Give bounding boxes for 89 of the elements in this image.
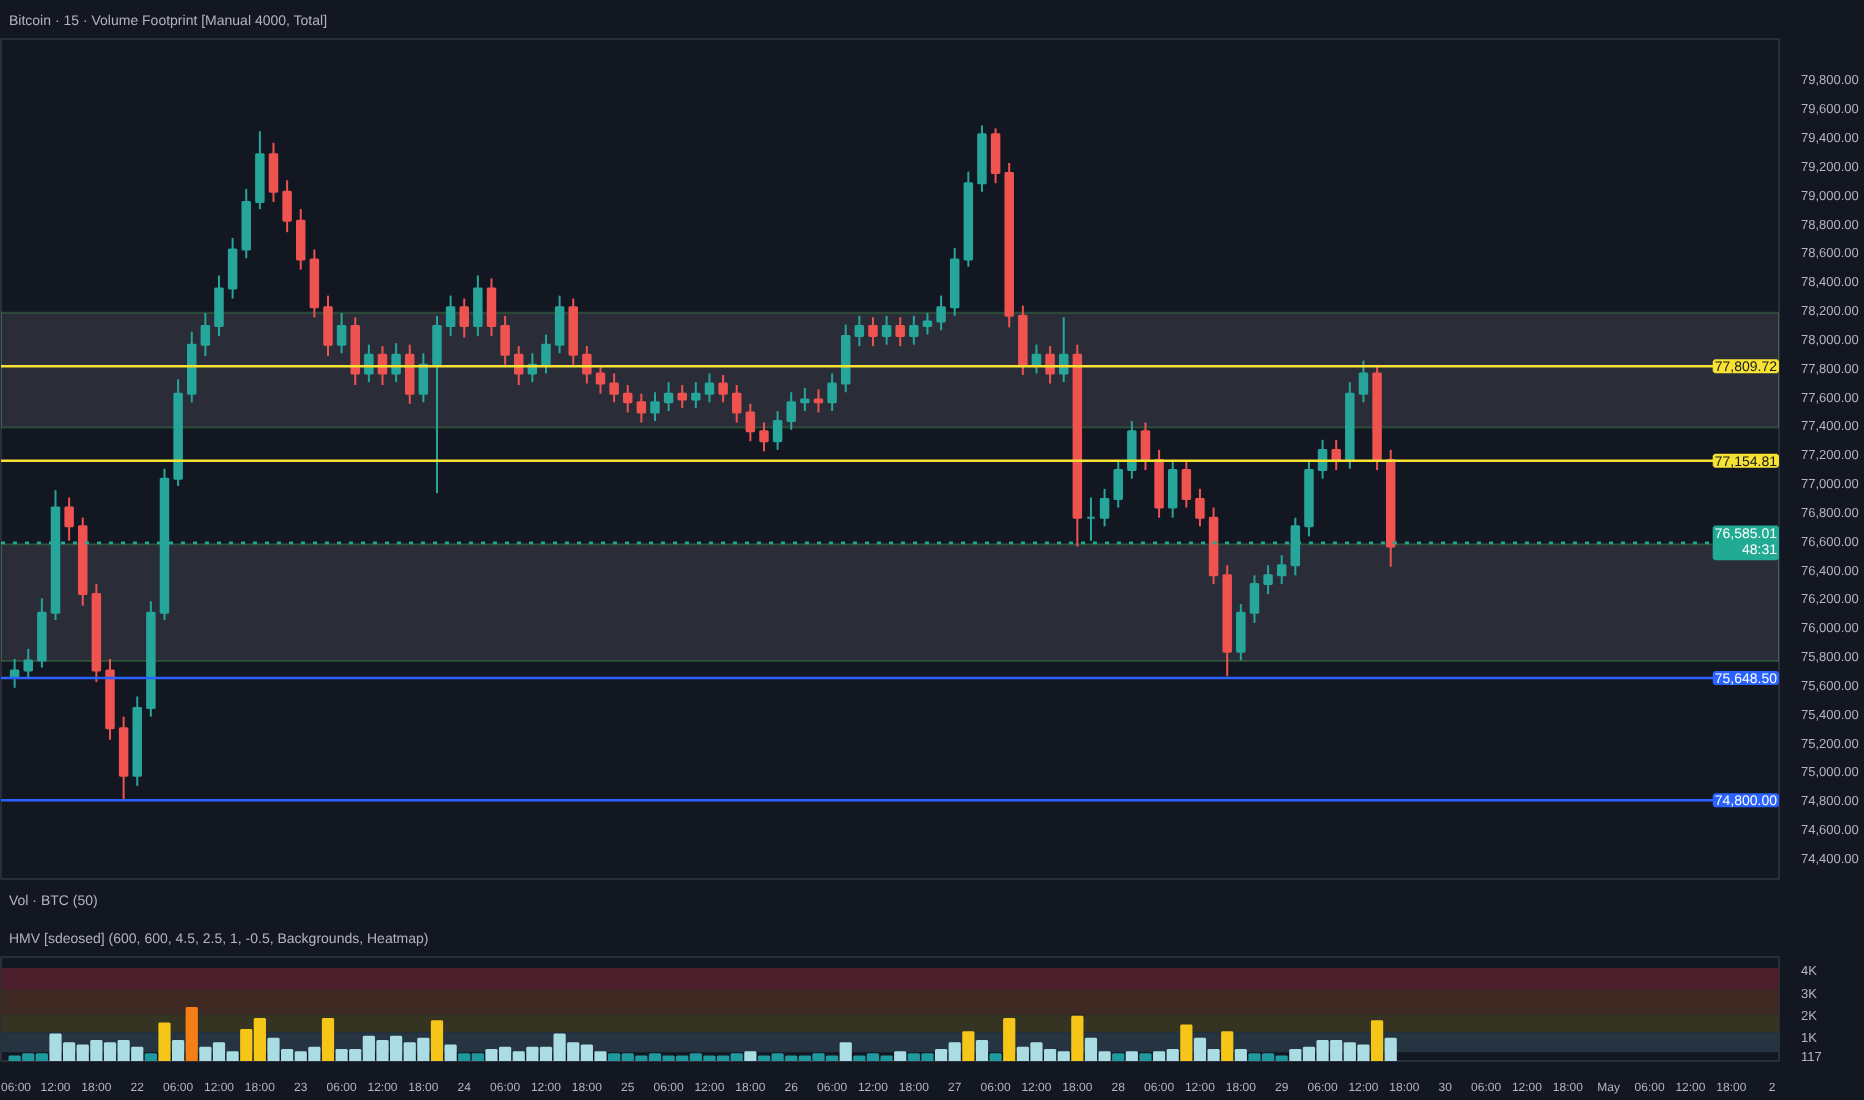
candlestick xyxy=(268,141,279,203)
candlestick xyxy=(622,384,633,414)
candlestick xyxy=(227,236,238,300)
candlestick xyxy=(1276,554,1287,585)
candlestick xyxy=(745,402,756,443)
bar xyxy=(1125,1051,1138,1061)
candlestick xyxy=(1195,487,1205,528)
candlestick xyxy=(772,409,783,451)
candlestick xyxy=(1249,574,1260,624)
candlestick xyxy=(282,179,292,234)
candlestick xyxy=(895,316,905,348)
bar xyxy=(1003,1017,1016,1061)
candlestick xyxy=(949,247,960,317)
candlestick xyxy=(595,363,606,395)
candlestick xyxy=(473,274,483,338)
candlestick xyxy=(827,372,837,412)
candlestick xyxy=(1181,459,1192,509)
bar xyxy=(1071,1015,1084,1061)
bar xyxy=(1139,1053,1152,1061)
bar xyxy=(185,1006,198,1061)
candlestick xyxy=(241,187,251,260)
candlestick xyxy=(854,314,865,348)
bar xyxy=(744,1051,757,1061)
candlestick xyxy=(295,208,306,271)
candlestick xyxy=(759,421,769,453)
bar xyxy=(1234,1048,1247,1061)
candlestick xyxy=(786,391,796,431)
candlestick xyxy=(64,496,74,542)
candlestick xyxy=(200,311,211,358)
candlestick xyxy=(350,316,360,387)
bar xyxy=(444,1044,457,1061)
candlestick xyxy=(936,294,946,332)
bar xyxy=(321,1017,335,1061)
candlestick xyxy=(336,311,347,355)
candlestick xyxy=(650,391,660,423)
candlestick xyxy=(1358,359,1369,404)
bar xyxy=(172,1040,185,1061)
candlestick xyxy=(868,316,878,348)
candlestick xyxy=(541,333,551,375)
candlestick xyxy=(23,647,33,681)
candlestick xyxy=(909,314,919,346)
bar xyxy=(989,1053,1002,1061)
bar xyxy=(158,1022,171,1061)
candlestick xyxy=(432,314,442,495)
candlestick xyxy=(704,372,715,404)
candlestick xyxy=(1154,448,1164,519)
candlestick xyxy=(309,248,320,319)
candlestick xyxy=(922,311,933,336)
bar xyxy=(975,1040,989,1061)
candlestick xyxy=(677,384,687,410)
bar xyxy=(430,1020,444,1061)
candlestick xyxy=(1113,459,1123,509)
candlestick xyxy=(459,297,469,339)
candlestick xyxy=(1127,420,1137,480)
bar xyxy=(1221,1031,1234,1061)
candlestick xyxy=(255,130,265,211)
bar xyxy=(894,1051,907,1061)
candlestick xyxy=(500,314,510,366)
candlestick xyxy=(609,372,619,404)
candlestick xyxy=(214,274,224,338)
candlestick xyxy=(881,314,892,346)
candlestick xyxy=(813,388,824,414)
bar xyxy=(839,1042,852,1061)
candlestick xyxy=(323,294,333,358)
candlestick xyxy=(1263,564,1273,596)
bar xyxy=(144,1053,157,1061)
candlestick xyxy=(1167,459,1178,519)
candlestick xyxy=(663,381,674,412)
candlestick xyxy=(118,715,129,802)
candlestick xyxy=(691,381,701,410)
candlestick xyxy=(718,373,728,404)
candlestick xyxy=(1140,421,1151,472)
candlestick xyxy=(990,127,1001,185)
candlestick xyxy=(1099,487,1110,528)
bar xyxy=(1112,1053,1125,1061)
candlestick xyxy=(731,384,742,424)
candlestick xyxy=(568,297,578,366)
candlestick xyxy=(37,597,47,669)
bar xyxy=(1180,1024,1193,1061)
candlestick xyxy=(554,294,565,355)
bar xyxy=(1370,1020,1384,1061)
bar xyxy=(1384,1037,1397,1061)
candlestick xyxy=(840,323,851,394)
candlestick xyxy=(800,386,810,412)
bar xyxy=(962,1031,975,1061)
candlestick xyxy=(1236,603,1246,662)
candlestick xyxy=(445,294,456,338)
candlestick xyxy=(636,392,647,424)
candlestick xyxy=(486,277,497,338)
